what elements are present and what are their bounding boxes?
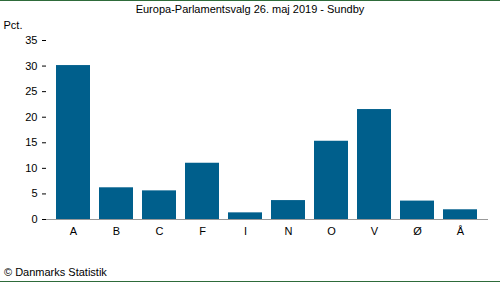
svg-text:Å: Å	[457, 225, 465, 237]
svg-text:10: 10	[25, 162, 37, 174]
svg-text:0: 0	[31, 213, 37, 225]
svg-text:B: B	[113, 225, 120, 237]
svg-text:N: N	[285, 225, 293, 237]
svg-text:20: 20	[25, 111, 37, 123]
svg-text:25: 25	[25, 85, 37, 97]
svg-text:Ø: Ø	[413, 225, 422, 237]
svg-text:O: O	[327, 225, 336, 237]
svg-text:30: 30	[25, 60, 37, 72]
html-text:© Danmarks Statistik: © Danmarks Statistik	[4, 266, 107, 278]
svg-text:35: 35	[25, 34, 37, 46]
svg-text:A: A	[70, 225, 78, 237]
svg-text:V: V	[371, 225, 379, 237]
svg-text:F: F	[199, 225, 206, 237]
svg-text:5: 5	[31, 187, 37, 199]
html-text:Europa-Parlamentsvalg 26. maj: Europa-Parlamentsvalg 26. maj 2019 - Sun…	[135, 3, 365, 15]
svg-text:Pct.: Pct.	[4, 19, 23, 31]
svg-text:15: 15	[25, 136, 37, 148]
svg-text:C: C	[156, 225, 164, 237]
svg-text:I: I	[244, 225, 247, 237]
